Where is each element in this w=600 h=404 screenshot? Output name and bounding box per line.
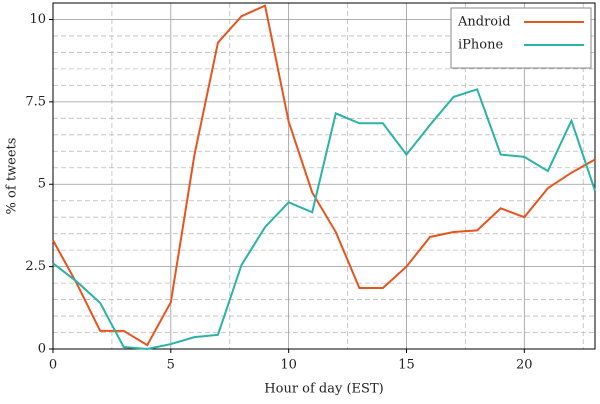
y-tick-label: 0: [38, 342, 46, 357]
plot-frame: [52, 2, 596, 350]
x-tick-label: 0: [49, 358, 57, 373]
x-tick-label: 20: [516, 358, 533, 373]
legend-label: iPhone: [458, 38, 503, 53]
x-tick-label: 10: [280, 358, 297, 373]
y-tick-label: 10: [29, 12, 46, 27]
y-tick-label: 7.5: [25, 94, 46, 109]
x-tick-label: 15: [398, 358, 415, 373]
legend-box: [450, 7, 592, 69]
y-tick-label: 2.5: [25, 259, 46, 274]
y-axis-label: % of tweets: [5, 138, 20, 215]
legend-label: Android: [457, 15, 511, 30]
x-axis-label: Hour of day (EST): [264, 382, 383, 397]
y-tick-label: 5: [38, 177, 46, 192]
series-line: [52, 4, 596, 347]
x-tick-label: 5: [167, 358, 175, 373]
series-line: [52, 88, 596, 351]
